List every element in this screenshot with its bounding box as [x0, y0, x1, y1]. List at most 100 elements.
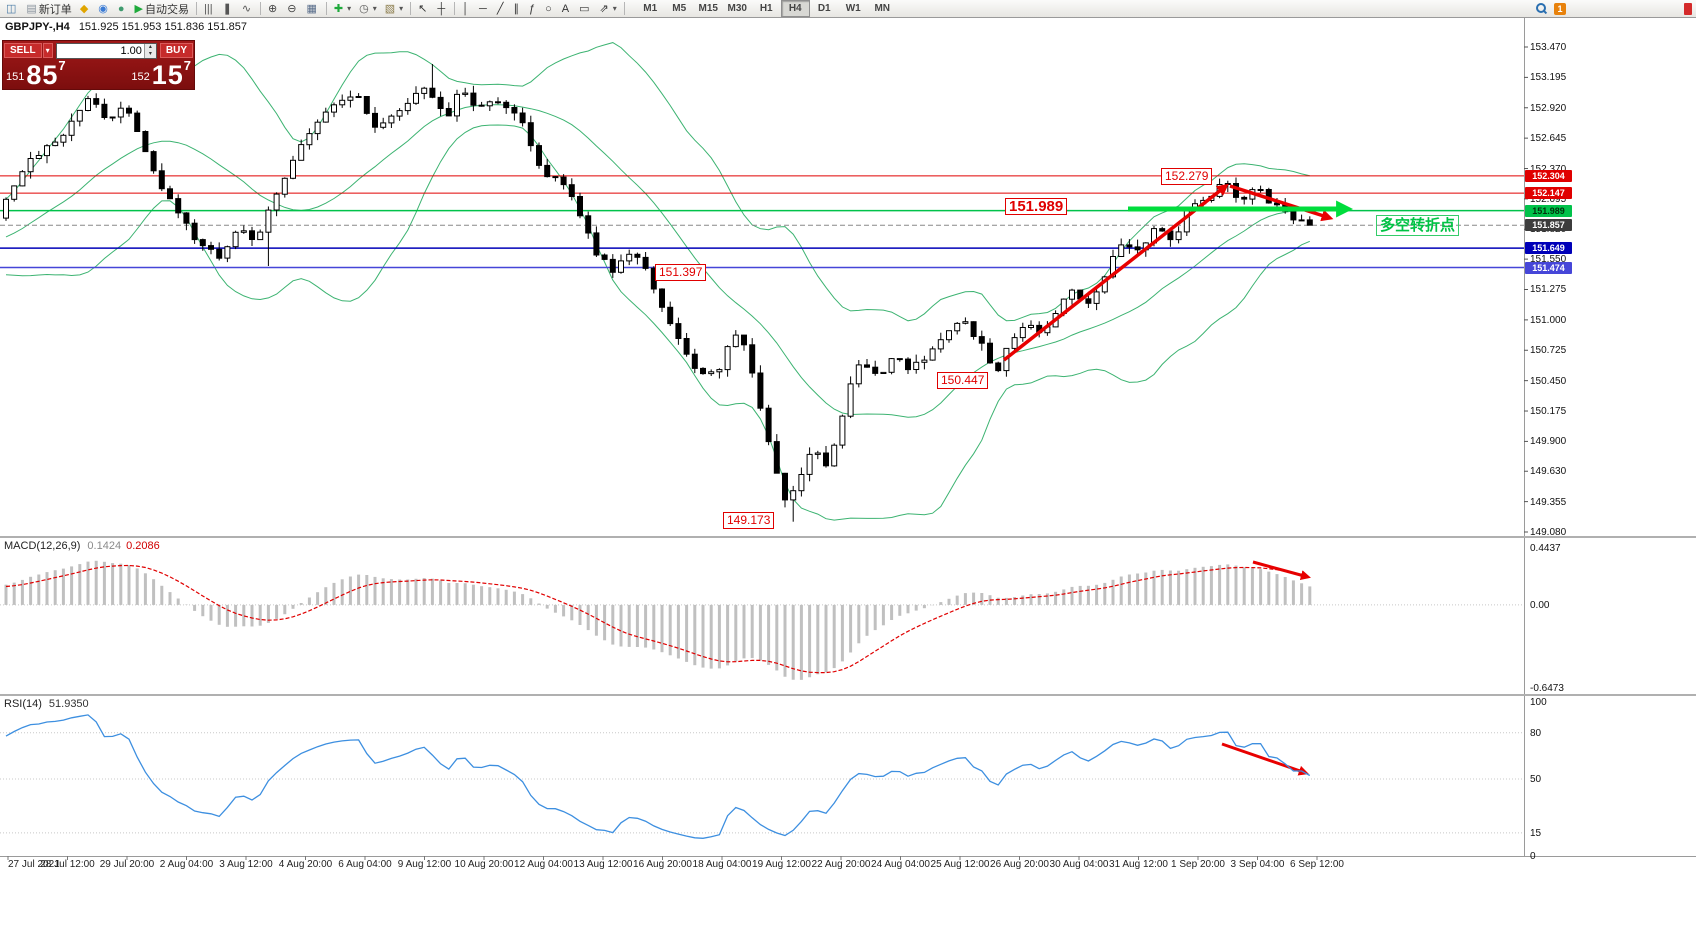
- timeframe-toolbar: M1 M5 M15 M30 H1 H4 D1 W1 MN: [636, 0, 897, 17]
- candlestick-chart-button[interactable]: ❚: [219, 0, 238, 18]
- cursor-button[interactable]: ↖: [414, 0, 433, 18]
- buy-price[interactable]: 152 15 7: [131, 59, 191, 89]
- timeframe-M1[interactable]: M1: [643, 3, 658, 14]
- new-order-button-icon: ▤: [26, 2, 37, 15]
- bar-chart-button[interactable]: |||: [200, 0, 219, 18]
- zoom-in-button[interactable]: ⊕: [264, 0, 283, 18]
- toolbar-buttons: ◫ ▤ 新订单 ◆ ◉ ● ▶ 自动交易 ||| ❚ ∿ ⊕ ⊖ ▦ ✚ ▾ ◷ ▾ ▧ ▾ ↖ ┼ │ ─ ╱ ∥ ƒ ○ A ▭ ⇗ ▾: [2, 0, 628, 17]
- horizontal-line-button[interactable]: ─: [475, 0, 493, 18]
- timeframe-M30[interactable]: M30: [727, 3, 747, 14]
- data-window-button[interactable]: ◉: [94, 0, 114, 18]
- chart-title: GBPJPY-,H4 151.925 151.953 151.836 151.85…: [5, 21, 247, 33]
- macd-signal-value: 0.2086: [126, 540, 160, 552]
- spinner-down-icon[interactable]: ▾: [144, 50, 156, 58]
- macd-main-value: 0.1424: [87, 540, 122, 552]
- horizontal-line-button-icon: ─: [479, 2, 487, 15]
- trendline-button[interactable]: ╱: [493, 0, 510, 18]
- time-axis-label: 25 Aug 12:00: [930, 859, 990, 870]
- timeframe-M15[interactable]: M15: [698, 3, 718, 14]
- rsi-trend-arrow[interactable]: [1221, 742, 1309, 776]
- data-window-button-icon: ◉: [98, 2, 108, 15]
- time-axis-label: 4 Aug 20:00: [278, 859, 333, 870]
- indicators-button-caret-icon[interactable]: ▾: [347, 4, 352, 13]
- downturn-arrow[interactable]: [1229, 184, 1334, 222]
- fibonacci-button[interactable]: ƒ: [525, 0, 541, 18]
- tile-windows-button[interactable]: ▦: [302, 0, 322, 18]
- mql5-community-button[interactable]: ◆: [76, 0, 94, 18]
- volume-spinner[interactable]: ▴ ▾: [143, 43, 156, 58]
- rsi-line: [5, 714, 1311, 839]
- price-callout-152.279[interactable]: 152.279: [1161, 168, 1213, 185]
- toolbar-separator: [325, 2, 327, 15]
- toolbar-separator: [260, 2, 262, 15]
- line-chart-button[interactable]: ∿: [238, 0, 257, 18]
- time-axis-label: 31 Aug 12:00: [1109, 859, 1168, 870]
- time-axis-label: 1 Sep 20:00: [1171, 859, 1225, 870]
- new-chart-button[interactable]: ◫: [2, 0, 22, 18]
- timeframe-MN[interactable]: MN: [874, 3, 891, 14]
- trade-panel-caret-icon[interactable]: ▾: [42, 43, 53, 58]
- rsi-value: 51.9350: [48, 698, 89, 710]
- new-order-button[interactable]: ▤ 新订单: [22, 0, 75, 18]
- time-axis-label: 22 Aug 20:00: [811, 859, 871, 870]
- templates-button[interactable]: ▧ ▾: [381, 0, 407, 18]
- turning-point-annotation[interactable]: 多空转折点: [1376, 215, 1460, 236]
- bollinger-middle-band: [5, 104, 1310, 418]
- zoom-out-button[interactable]: ⊖: [283, 0, 302, 18]
- price-callout-151.397[interactable]: 151.397: [655, 264, 707, 281]
- fibonacci-button-icon: ƒ: [528, 2, 536, 15]
- time-axis-label: 10 Aug 20:00: [454, 859, 514, 870]
- timeframe-M5[interactable]: M5: [672, 3, 687, 14]
- price-callout-151.989[interactable]: 151.989: [1005, 198, 1068, 215]
- price-callout-149.173[interactable]: 149.173: [723, 512, 775, 529]
- text-button[interactable]: A: [558, 0, 575, 18]
- macd-label: MACD(12,26,9): [4, 540, 81, 552]
- price-tick-label: 152.095: [1530, 193, 1567, 205]
- timeframe-W1[interactable]: W1: [845, 3, 861, 14]
- time-axis-label: 26 Aug 20:00: [990, 859, 1049, 870]
- time-axis-label: 19 Aug 12:00: [752, 859, 811, 870]
- timeframe-H4[interactable]: H4: [780, 0, 810, 17]
- templates-button-caret-icon[interactable]: ▾: [399, 4, 404, 13]
- shapes-button[interactable]: ○: [541, 0, 558, 18]
- timeframe-D1[interactable]: D1: [817, 3, 831, 14]
- arrows-tool-button-caret-icon[interactable]: ▾: [612, 4, 617, 13]
- price-callout-150.447[interactable]: 150.447: [937, 372, 989, 389]
- arrows-tool-button[interactable]: ⇗ ▾: [596, 0, 621, 18]
- price-tick-label: 150.725: [1530, 345, 1567, 357]
- search-icon[interactable]: [1536, 2, 1548, 15]
- time-axis-label: 24 Aug 04:00: [871, 859, 930, 870]
- macd-scale-max: 0.4437: [1530, 543, 1561, 554]
- new-order-button-label: 新订单: [38, 3, 72, 16]
- macd-header: MACD(12,26,9) 0.1424 0.2086: [4, 540, 160, 552]
- volume-input[interactable]: 1.00 ▴ ▾: [55, 42, 157, 59]
- timeframe-H1[interactable]: H1: [759, 3, 773, 14]
- alert-icon[interactable]: [1684, 2, 1692, 15]
- periods-button-caret-icon[interactable]: ▾: [372, 4, 377, 13]
- sell-button[interactable]: SELL: [4, 43, 42, 58]
- channel-button[interactable]: ∥: [509, 0, 525, 18]
- rsi-scale-80: 80: [1530, 727, 1542, 739]
- spinner-up-icon[interactable]: ▴: [144, 43, 156, 51]
- uptrend-arrow[interactable]: [1002, 183, 1229, 362]
- macd-histogram: [4, 560, 1312, 680]
- sell-price[interactable]: 151 85 7: [6, 58, 66, 89]
- vertical-line-button[interactable]: │: [458, 0, 475, 18]
- templates-button-icon: ▧: [384, 2, 396, 15]
- vertical-line-button-icon: │: [462, 2, 470, 15]
- candlestick-chart-button-icon: ❚: [222, 2, 232, 15]
- price-tick-label: 150.450: [1530, 375, 1567, 387]
- periods-button[interactable]: ◷ ▾: [355, 0, 381, 18]
- indicators-button[interactable]: ✚ ▾: [330, 0, 355, 18]
- crosshair-button[interactable]: ┼: [433, 0, 451, 18]
- price-tick-label: 152.920: [1530, 102, 1567, 114]
- notification-badge[interactable]: 1: [1554, 2, 1566, 15]
- sell-price-pip: 7: [58, 58, 66, 73]
- label-button[interactable]: ▭: [575, 0, 595, 18]
- navigator-button[interactable]: ●: [114, 0, 131, 18]
- price-tick-label: 152.370: [1530, 164, 1566, 175]
- autotrading-button[interactable]: ▶ 自动交易: [131, 0, 193, 18]
- toolbar-separator: [410, 2, 412, 15]
- buy-button[interactable]: BUY: [159, 43, 193, 58]
